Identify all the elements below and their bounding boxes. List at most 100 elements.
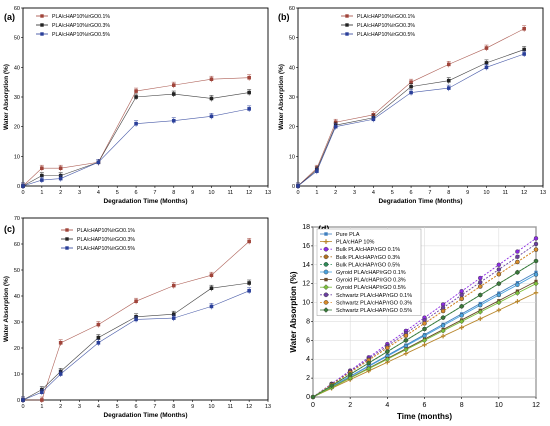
- x-tick-label: 11: [227, 190, 233, 196]
- y-tick-label: 50: [14, 36, 20, 42]
- data-point: [21, 184, 25, 188]
- data-point: [409, 84, 413, 89]
- legend: PLA/cHAP10%/rGO0.1% PLA/cHAP10%/rGO0.3% PL…: [341, 14, 415, 38]
- series-3: [21, 287, 252, 403]
- data-point: [515, 259, 520, 265]
- panel-label: (a): [4, 12, 15, 22]
- data-point: [522, 52, 526, 56]
- data-point: [347, 371, 353, 378]
- x-tick-label: 1: [315, 190, 318, 196]
- legend-swatch-marker: [65, 237, 69, 241]
- x-tick-label: 12: [532, 402, 540, 409]
- x-tick-label: 4: [97, 404, 100, 410]
- series-line: [297, 28, 525, 187]
- data-point: [58, 166, 63, 170]
- data-point: [247, 107, 251, 111]
- data-point: [459, 313, 464, 318]
- legend-label: Bulk PLA/cHAP/rGO 0.5%: [336, 262, 400, 268]
- y-axis-title: Water Absorption (%): [278, 64, 285, 130]
- chart-panel-2: 0 1 2 3 4 5 6 7 8 9 10 11 12 130102030405060Degradati…: [278, 6, 546, 205]
- data-point: [134, 95, 138, 99]
- data-point: [421, 326, 428, 332]
- x-tick-label: 4: [372, 190, 375, 196]
- y-tick-label: 16: [302, 243, 310, 250]
- data-point: [533, 241, 539, 247]
- data-point: [247, 281, 251, 285]
- data-point: [403, 347, 409, 353]
- data-point: [533, 247, 539, 252]
- x-tick-label: 7: [428, 190, 431, 196]
- data-point: [134, 121, 138, 126]
- x-axis-title: Degradation Time (Months): [378, 198, 462, 205]
- legend-swatch-marker: [40, 14, 44, 18]
- x-tick-label: 9: [466, 190, 469, 196]
- data-point: [333, 124, 338, 129]
- legend-label: PLA/cHAP 10%: [336, 240, 375, 246]
- data-point: [496, 292, 502, 298]
- x-tick-label: 10: [208, 404, 214, 410]
- legend-swatch-marker: [65, 228, 69, 232]
- data-point: [484, 46, 489, 50]
- data-point: [247, 90, 251, 95]
- legend-label: Pure PLA: [336, 232, 360, 238]
- data-point: [384, 348, 391, 355]
- series-line: [297, 53, 525, 187]
- data-point: [371, 117, 376, 122]
- x-tick-label: 11: [227, 404, 233, 410]
- legend-swatch-marker: [323, 307, 329, 313]
- x-tick-label: 8: [460, 402, 464, 409]
- data-point: [478, 280, 483, 285]
- legend-swatch-marker: [323, 246, 329, 252]
- legend-swatch-marker: [323, 300, 329, 305]
- y-tick-label: 20: [289, 125, 295, 131]
- legend: PLA/cHAP10%/rGO0.1% PLA/cHAP10%/rGO0.3% PL…: [36, 14, 110, 38]
- x-tick-label: 11: [502, 190, 508, 196]
- x-tick-label: 3: [78, 404, 81, 410]
- series-3: [296, 50, 527, 189]
- x-tick-label: 7: [153, 404, 156, 410]
- x-tick-label: 12: [246, 404, 252, 410]
- x-tick-label: 6: [135, 190, 138, 196]
- x-axis-title: Degradation Time (Months): [103, 198, 187, 205]
- data-point: [310, 394, 316, 400]
- data-point: [296, 184, 300, 188]
- data-point: [446, 78, 451, 83]
- chart-panel-3: 0 1 2 3 4 5 6 7 8 9 10 11 12 13010203040506070Degrada…: [3, 216, 271, 419]
- plot-frame: [22, 7, 269, 187]
- data-point: [209, 114, 214, 119]
- data-point: [484, 61, 489, 65]
- data-point: [496, 299, 502, 306]
- x-tick-label: 3: [353, 190, 356, 196]
- data-point: [459, 296, 464, 301]
- legend-label: Schwartz PLA/cHAP/rGO 0.5%: [336, 308, 412, 314]
- data-point: [515, 249, 520, 254]
- x-tick-label: 2: [59, 190, 62, 196]
- data-point: [366, 360, 372, 366]
- data-point: [247, 239, 251, 244]
- data-point: [440, 333, 446, 339]
- x-tick-label: 12: [521, 190, 527, 196]
- x-tick-label: 4: [97, 190, 100, 196]
- x-tick-label: 4: [385, 402, 389, 409]
- y-tick-label: 2: [306, 375, 310, 382]
- y-tick-label: 30: [14, 95, 20, 101]
- data-point: [403, 333, 409, 338]
- data-point: [533, 280, 539, 287]
- legend-swatch-marker: [345, 23, 349, 27]
- data-point: [40, 390, 44, 394]
- legend-swatch-marker: [345, 14, 349, 18]
- data-point: [347, 375, 353, 381]
- x-tick-label: 8: [447, 190, 450, 196]
- data-point: [478, 303, 483, 308]
- data-point: [477, 309, 483, 315]
- data-point: [534, 270, 538, 274]
- y-tick-label: 10: [302, 300, 310, 307]
- series-10: [310, 247, 539, 400]
- data-point: [171, 316, 176, 320]
- data-point: [40, 166, 44, 170]
- data-point: [514, 290, 521, 296]
- data-point: [446, 62, 451, 67]
- data-point: [522, 47, 526, 52]
- data-point: [440, 323, 446, 328]
